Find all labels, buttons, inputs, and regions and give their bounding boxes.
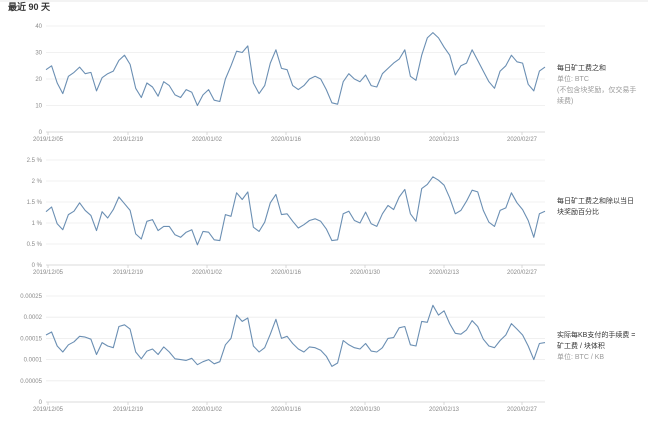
y-tick-label: 0 (39, 130, 43, 136)
chart-unit: 单位: BTC / KB (557, 354, 605, 361)
x-tick-label: 2020/02/13 (429, 137, 460, 143)
chart-description-fee-per-kb: 实际每KB支付的手续费 = 矿工费 / 块体积 单位: BTC / KB (557, 330, 639, 363)
y-tick-label: 30 (35, 51, 42, 57)
chart-description-fee-reward-percent: 每日矿工费之和除以当日块奖励百分比 (557, 196, 639, 218)
y-tick-label: 40 (35, 24, 42, 30)
chart-title: 每日矿工费之和除以当日块奖励百分比 (557, 198, 634, 216)
x-tick-label: 2020/01/16 (271, 270, 302, 276)
y-tick-label: 0.5 % (27, 242, 43, 248)
chart-description-daily-fee-sum: 每日矿工费之和 单位: BTC (不包含块奖励，仅交易手续费) (557, 63, 639, 107)
x-tick-label: 2019/12/19 (113, 407, 144, 413)
x-tick-label: 2019/12/19 (113, 270, 144, 276)
x-tick-label: 2020/02/13 (429, 407, 460, 413)
y-tick-label: 0.00025 (20, 294, 42, 300)
chart-panel-fee-reward-percent: 0 % 0.5 % 1 % 1.5 % 2 % 2.5 % 2019/12/05 2019/1… (27, 158, 546, 276)
x-tick-label: 2020/01/02 (192, 270, 223, 276)
series-line[interactable] (45, 176, 546, 246)
x-tick-label: 2019/12/05 (33, 137, 64, 143)
y-tick-label: 2.5 % (27, 158, 43, 164)
x-tick-label: 2020/01/30 (350, 137, 381, 143)
time-range-label[interactable]: 最近 90 天 (8, 2, 51, 12)
y-tick-label: 0.00015 (20, 336, 42, 342)
top-divider (0, 0, 648, 2)
x-tick-label: 2020/01/30 (350, 407, 381, 413)
chart-panel-fee-per-kb: 0 0.00005 0.0001 0.00015 0.0002 0.00025 2019/1… (20, 294, 546, 413)
x-tick-label: 2020/01/02 (192, 137, 223, 143)
x-tick-label: 2020/01/02 (192, 407, 223, 413)
chart-title: 实际每KB支付的手续费 = 矿工费 / 块体积 (557, 332, 636, 350)
y-tick-label: 2 % (32, 179, 43, 185)
y-tick-label: 1 % (32, 221, 43, 227)
y-tick-label: 0.0001 (24, 358, 43, 364)
y-tick-label: 0 (39, 400, 43, 406)
chart-panel-daily-fee-sum: 0 10 20 30 40 2019/12/05 2019/12/19 2020/01/02 2… (33, 24, 546, 143)
chart-title: 每日矿工费之和 (557, 65, 606, 72)
series-line[interactable] (45, 32, 546, 107)
series-line[interactable] (45, 304, 546, 367)
y-tick-label: 10 (35, 104, 42, 110)
y-tick-label: 0.0002 (24, 315, 43, 321)
y-tick-label: 0.00005 (20, 379, 42, 385)
x-tick-label: 2019/12/19 (113, 137, 144, 143)
x-tick-label: 2019/12/05 (33, 270, 64, 276)
chart-note: (不包含块奖励，仅交易手续费) (557, 87, 637, 105)
chart-unit: 单位: BTC (557, 76, 589, 83)
x-tick-label: 2020/01/16 (271, 137, 302, 143)
x-tick-label: 2020/02/27 (507, 137, 538, 143)
x-tick-label: 2020/02/13 (429, 270, 460, 276)
y-tick-label: 1.5 % (27, 200, 43, 206)
x-tick-label: 2020/02/27 (507, 270, 538, 276)
x-tick-label: 2020/01/30 (350, 270, 381, 276)
y-tick-label: 20 (35, 77, 42, 83)
x-tick-label: 2020/01/16 (271, 407, 302, 413)
y-tick-label: 0 % (32, 263, 43, 269)
x-tick-label: 2020/02/27 (507, 407, 538, 413)
x-tick-label: 2019/12/05 (33, 407, 64, 413)
